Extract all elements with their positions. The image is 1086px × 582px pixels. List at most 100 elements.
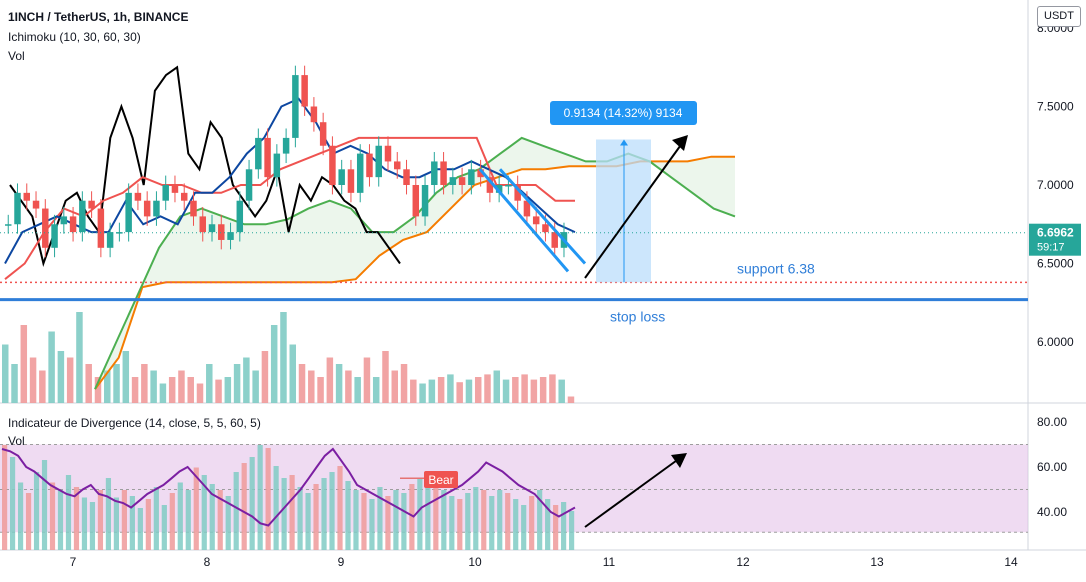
ichimoku-cloud [95, 137, 735, 390]
volume-bar [113, 364, 120, 403]
candle-body [218, 224, 225, 240]
candle-body [338, 169, 345, 185]
support-label: support 6.38 [737, 260, 815, 276]
measure-label: 0.9134 (14.32%) 9134 [564, 106, 683, 120]
divergence-vol-bar [41, 460, 48, 550]
candle-body [412, 185, 420, 217]
volume-bar [206, 364, 213, 403]
volume-bar [521, 374, 528, 403]
divergence-vol-bar [561, 502, 567, 550]
time-tick-label: 7 [70, 555, 77, 569]
divergence-vol-bar [569, 511, 575, 550]
volume-bar [308, 370, 315, 403]
divergence-tick-label: 60.00 [1037, 460, 1067, 474]
wedge-line-lower [478, 168, 570, 273]
divergence-vol-bar [305, 493, 311, 550]
divergence-vol-bar [241, 463, 247, 550]
last-price-label: 6.6962 [1037, 226, 1074, 240]
divergence-vol-bar [289, 475, 295, 550]
divergence-vol-bar [425, 475, 431, 550]
volume-bar [493, 370, 501, 403]
divergence-vol-bar [281, 478, 287, 550]
divergence-vol-bar [57, 490, 64, 550]
divergence-vol-bar [433, 481, 439, 550]
volume-bar [419, 383, 426, 403]
candle-body [384, 145, 392, 162]
chart-title: 1INCH / TetherUS, 1h, BINANCE [8, 10, 189, 24]
divergence-vol-bar [329, 472, 335, 550]
divergence-vol-bar [553, 505, 559, 550]
volume-bar [530, 379, 538, 403]
volume-bar [85, 364, 92, 403]
time-tick-label: 9 [338, 555, 345, 569]
divergence-vol-bar [169, 493, 175, 550]
divergence-tick-label: 40.00 [1037, 505, 1067, 519]
volume-bar [335, 364, 343, 403]
volume-bar [372, 377, 380, 403]
divergence-vol-bar [417, 478, 423, 550]
candle-body [282, 137, 290, 154]
candle-body [403, 169, 410, 185]
time-tick-label: 8 [204, 555, 211, 569]
volume-bar [243, 357, 250, 403]
candle-body [319, 122, 327, 146]
projection-arrowhead-price [672, 135, 688, 151]
price-pane-bg [0, 0, 1028, 403]
candle-body [69, 216, 77, 233]
divergence-vol-bar [81, 497, 88, 550]
candle-body [542, 224, 549, 233]
candle-body [292, 75, 299, 138]
volume-bar [122, 351, 130, 403]
divergence-vol-bar [129, 496, 135, 550]
volume-bar [428, 379, 436, 403]
divergence-vol-bar [2, 445, 8, 550]
volume-bar [29, 357, 37, 403]
divergence-vol-bar [545, 499, 551, 550]
indicator-vol[interactable]: Vol [8, 49, 25, 63]
candle-body [301, 75, 308, 107]
price-tick-label: 6.0000 [1037, 335, 1074, 349]
volume-bar [104, 370, 111, 403]
projection-arrowhead-divergence [671, 453, 687, 468]
divergence-vol-bar [105, 478, 112, 550]
price-tick-label: 7.0000 [1037, 178, 1074, 192]
stop-loss-label: stop loss [610, 309, 665, 325]
time-tick-label: 12 [736, 555, 750, 569]
candle-body [347, 169, 355, 193]
volume-bar [187, 377, 194, 403]
divergence-vol-label[interactable]: Vol [8, 434, 25, 448]
volume-bar [326, 357, 334, 403]
divergence-vol-bar [353, 490, 359, 550]
candle-body [514, 185, 521, 201]
divergence-vol-bar [249, 457, 255, 550]
volume-bar [317, 377, 324, 403]
volume-bar [48, 331, 55, 403]
currency-button[interactable]: USDT [1037, 6, 1081, 27]
ichimoku-base-line [4, 136, 575, 280]
volume-bar [539, 377, 547, 403]
candle-body [97, 208, 105, 248]
candle-body [273, 153, 281, 178]
indicator-ichimoku[interactable]: Ichimoku (10, 30, 60, 30) [8, 30, 141, 44]
volume-bar [484, 374, 491, 403]
candle-body [23, 192, 31, 201]
volume-bar [11, 364, 18, 403]
volume-bar [447, 374, 454, 403]
divergence-title[interactable]: Indicateur de Divergence (14, close, 5, … [8, 416, 261, 430]
divergence-vol-bar [89, 502, 96, 550]
candle-body [245, 169, 253, 201]
candle-body [421, 185, 429, 217]
candle-body [458, 177, 466, 185]
divergence-vol-bar [481, 490, 487, 550]
candle-body [60, 216, 68, 225]
time-tick-label: 10 [468, 555, 482, 569]
divergence-vol-bar [121, 490, 127, 550]
candle-body [180, 192, 188, 201]
divergence-vol-bar [513, 499, 519, 550]
volume-bar [391, 370, 399, 403]
divergence-vol-bar [257, 445, 263, 550]
volume-bar [141, 364, 148, 403]
volume-bar [502, 379, 510, 403]
divergence-vol-bar [529, 496, 535, 550]
